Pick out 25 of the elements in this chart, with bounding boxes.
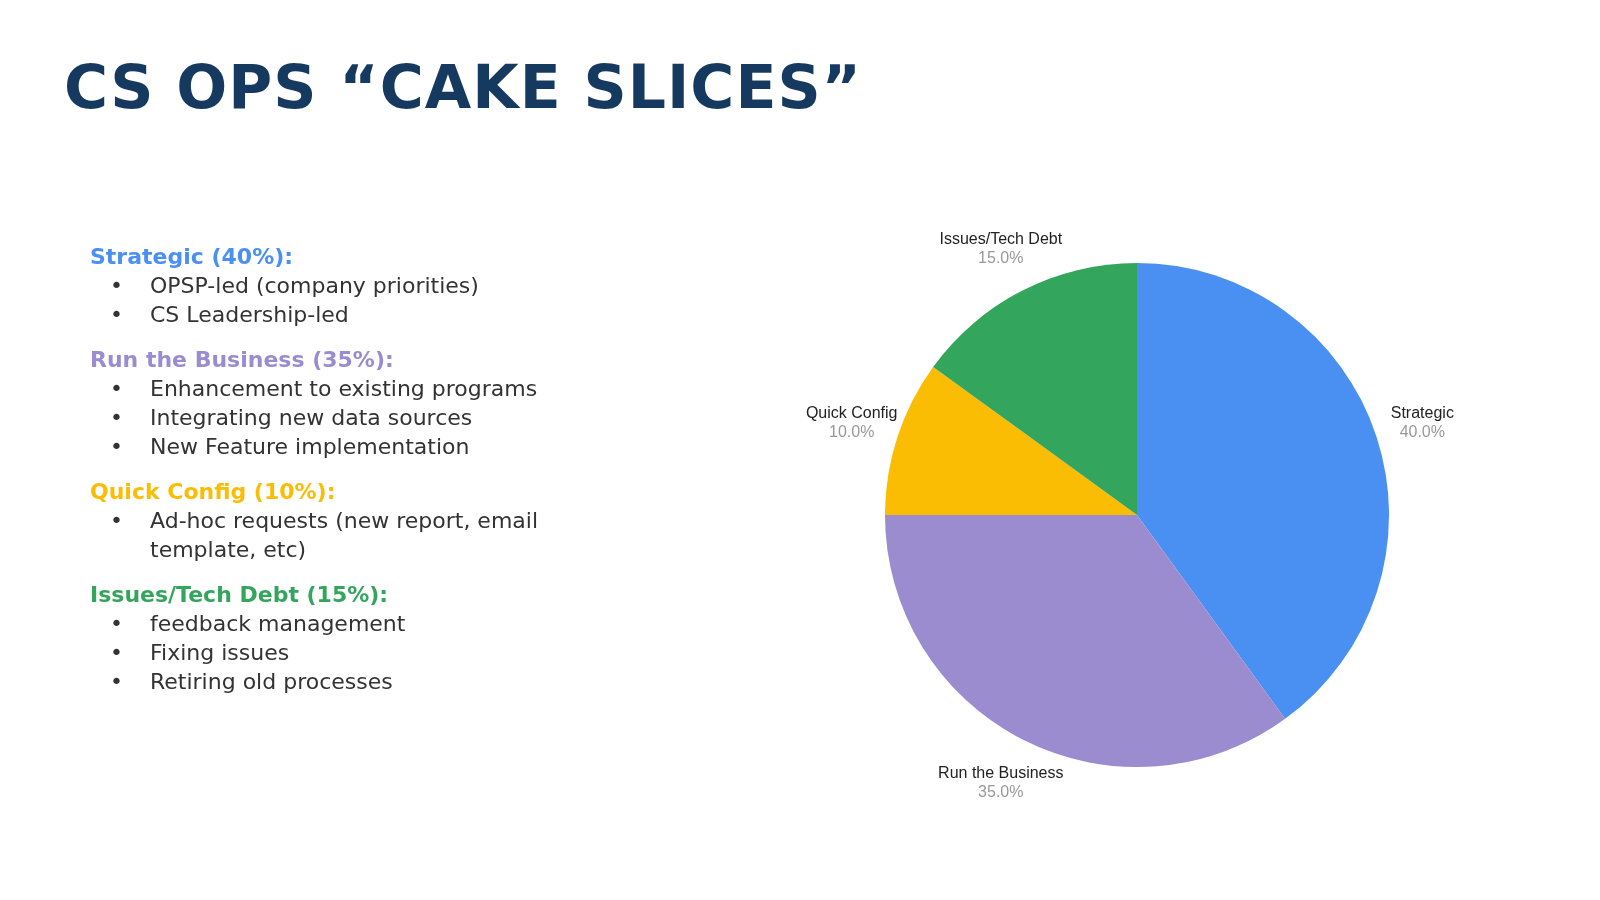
text: • New Feature implementation xyxy=(110,433,471,461)
data-label: 35.0% xyxy=(978,783,1024,801)
pie-slice xyxy=(933,263,1137,515)
pie-slice xyxy=(1137,263,1389,719)
text: • Ad-hoc requests (new report, email template, etc) xyxy=(110,507,540,564)
slice-label: Quick Config xyxy=(805,404,898,422)
chart-title: CS OPS “CAKE SLICES” xyxy=(64,52,863,122)
text: Quick Config (10%): xyxy=(90,479,337,504)
text: • feedback management xyxy=(110,610,407,638)
data-label: 40.0% xyxy=(1399,423,1445,441)
pie-slice xyxy=(885,515,1286,767)
text: • CS Leadership-led xyxy=(110,301,350,329)
slice-label: Issues/Tech Debt xyxy=(939,229,1063,247)
text: • Fixing issues xyxy=(110,639,291,667)
text: • OPSP-led (company priorities) xyxy=(110,272,480,300)
text: • Enhancement to existing programs xyxy=(110,375,539,403)
slice-label: Run the Business xyxy=(938,764,1064,782)
slice-label: Strategic xyxy=(1390,404,1454,422)
text: Strategic (40%): xyxy=(90,244,295,269)
text: • Integrating new data sources xyxy=(110,404,474,432)
text: • Retiring old processes xyxy=(110,668,394,696)
text: Run the Business (35%): xyxy=(90,347,395,372)
text: Issues/Tech Debt (15%): xyxy=(90,582,390,607)
data-label: 10.0% xyxy=(829,423,875,441)
data-label: 15.0% xyxy=(978,248,1024,266)
